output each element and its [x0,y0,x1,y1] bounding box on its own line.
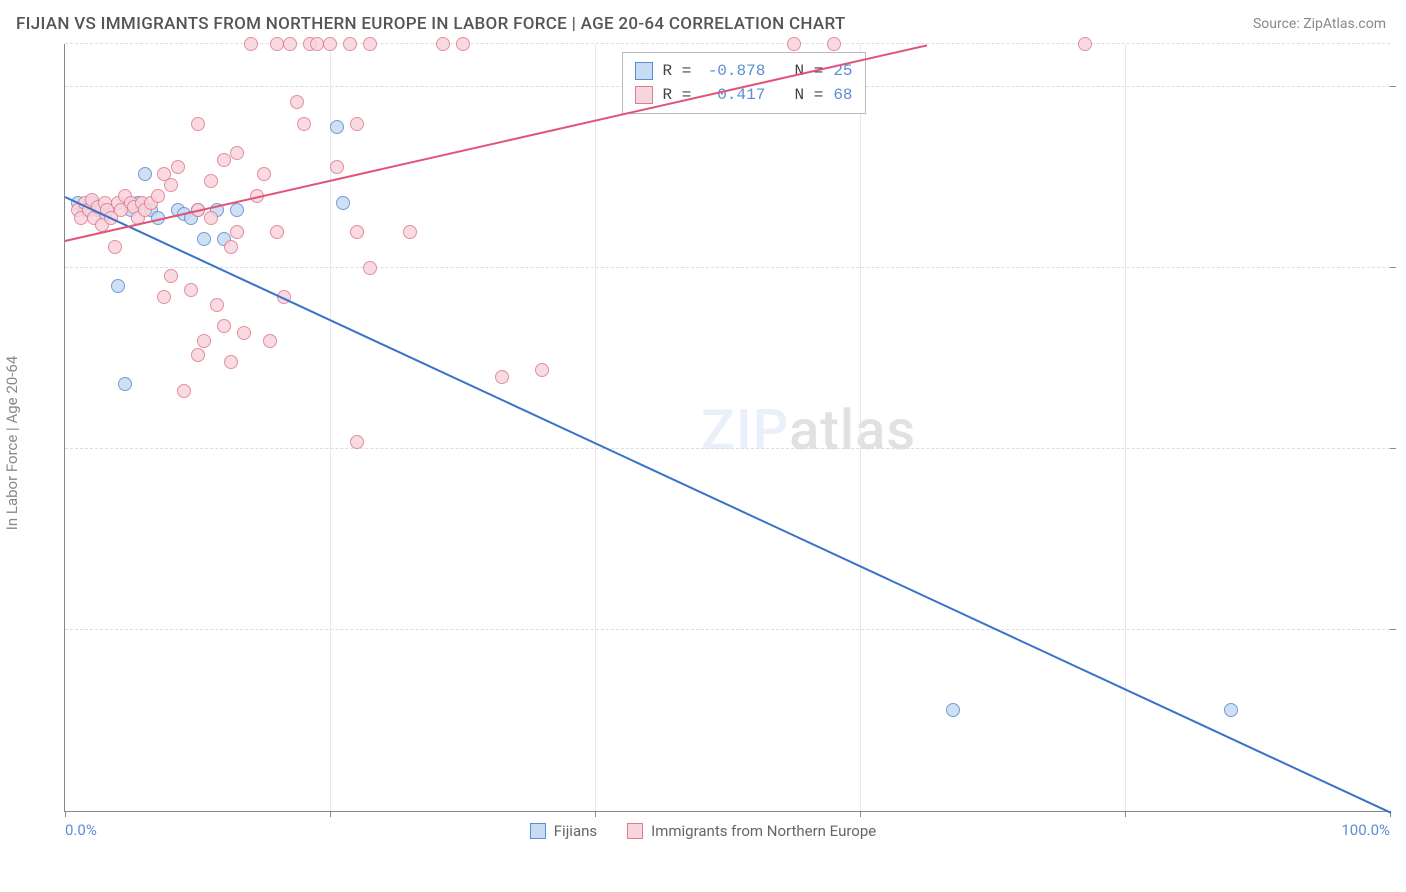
scatter-point [108,240,122,254]
bottom-legend-label: Immigrants from Northern Europe [651,822,876,840]
bottom-legend-item: Immigrants from Northern Europe [627,822,876,840]
scatter-point [1078,37,1092,51]
scatter-point [827,37,841,51]
scatter-point [191,348,205,362]
x-tick-mark [330,811,331,817]
source-label: Source: [1253,16,1300,32]
scatter-point [350,117,364,131]
x-tick-mark [860,811,861,817]
scatter-point [350,435,364,449]
trend-line [65,44,927,242]
scatter-point [270,225,284,239]
scatter-point [157,290,171,304]
scatter-point [204,174,218,188]
scatter-point [184,283,198,297]
x-tick-mark [65,811,66,817]
watermark-atlas: atlas [789,397,916,463]
scatter-point [456,37,470,51]
legend-n-value: 68 [833,83,852,107]
scatter-point [270,37,284,51]
y-axis-label: In Labor Force | Age 20-64 [3,356,21,530]
trend-line [65,196,1392,814]
watermark: ZIPatlas [701,397,916,463]
gridline-h [65,267,1390,268]
chart-title: FIJIAN VS IMMIGRANTS FROM NORTHERN EUROP… [16,14,846,34]
legend-swatch [530,823,546,839]
x-tick-mark [1125,811,1126,817]
gridline-h [65,448,1390,449]
scatter-point [118,377,132,391]
scatter-point [164,178,178,192]
scatter-point [363,261,377,275]
scatter-point [151,189,165,203]
scatter-point [171,160,185,174]
scatter-point [177,384,191,398]
scatter-point [224,355,238,369]
scatter-point [230,203,244,217]
scatter-point [217,153,231,167]
bottom-legend-label: Fijians [554,822,597,840]
legend-r-value: -0.878 [701,59,765,83]
y-tick-mark [1390,86,1396,87]
gridline-v [860,44,861,811]
legend-swatch [635,62,653,80]
y-tick-mark [1390,629,1396,630]
x-tick-mark [595,811,596,817]
source-attribution: Source: ZipAtlas.com [1253,16,1386,32]
scatter-point [230,146,244,160]
legend-n-label: N = [775,83,823,107]
scatter-point [217,319,231,333]
scatter-point [111,279,125,293]
y-tick-mark [1390,448,1396,449]
bottom-legend-item: Fijians [530,822,597,840]
gridline-v [595,44,596,811]
gridline-h [65,629,1390,630]
legend-swatch [635,86,653,104]
chart-area: In Labor Force | Age 20-64 ZIPatlas 25.0… [16,44,1390,842]
legend-swatch [627,823,643,839]
gridline-v [330,44,331,811]
scatter-point [204,211,218,225]
scatter-point [224,240,238,254]
bottom-legend: Fijians Immigrants from Northern Europe [16,822,1390,840]
scatter-point [330,160,344,174]
watermark-zip: ZIP [701,397,789,463]
scatter-point [343,37,357,51]
scatter-point [263,334,277,348]
plot-region: ZIPatlas 25.0%50.0%75.0%100.0%0.0%100.0%… [64,44,1390,812]
scatter-point [330,120,344,134]
scatter-point [297,117,311,131]
scatter-point [230,225,244,239]
scatter-point [244,37,258,51]
scatter-point [164,269,178,283]
scatter-point [787,37,801,51]
legend-row: R = -0.878 N = 25 [635,59,853,83]
scatter-point [946,703,960,717]
scatter-point [283,37,297,51]
scatter-point [350,225,364,239]
scatter-point [210,298,224,312]
scatter-point [363,37,377,51]
scatter-point [290,95,304,109]
source-link[interactable]: ZipAtlas.com [1303,16,1386,32]
scatter-point [403,225,417,239]
chart-header: FIJIAN VS IMMIGRANTS FROM NORTHERN EUROP… [0,0,1406,44]
gridline-h [65,43,1390,44]
scatter-point [323,37,337,51]
scatter-point [495,370,509,384]
scatter-point [310,37,324,51]
scatter-point [535,363,549,377]
y-tick-mark [1390,267,1396,268]
scatter-point [197,334,211,348]
gridline-v [1125,44,1126,811]
legend-r-label: R = [663,59,692,83]
scatter-point [237,326,251,340]
scatter-point [197,232,211,246]
scatter-point [257,167,271,181]
scatter-point [436,37,450,51]
scatter-point [336,196,350,210]
scatter-point [138,167,152,181]
scatter-point [191,117,205,131]
scatter-point [1224,703,1238,717]
